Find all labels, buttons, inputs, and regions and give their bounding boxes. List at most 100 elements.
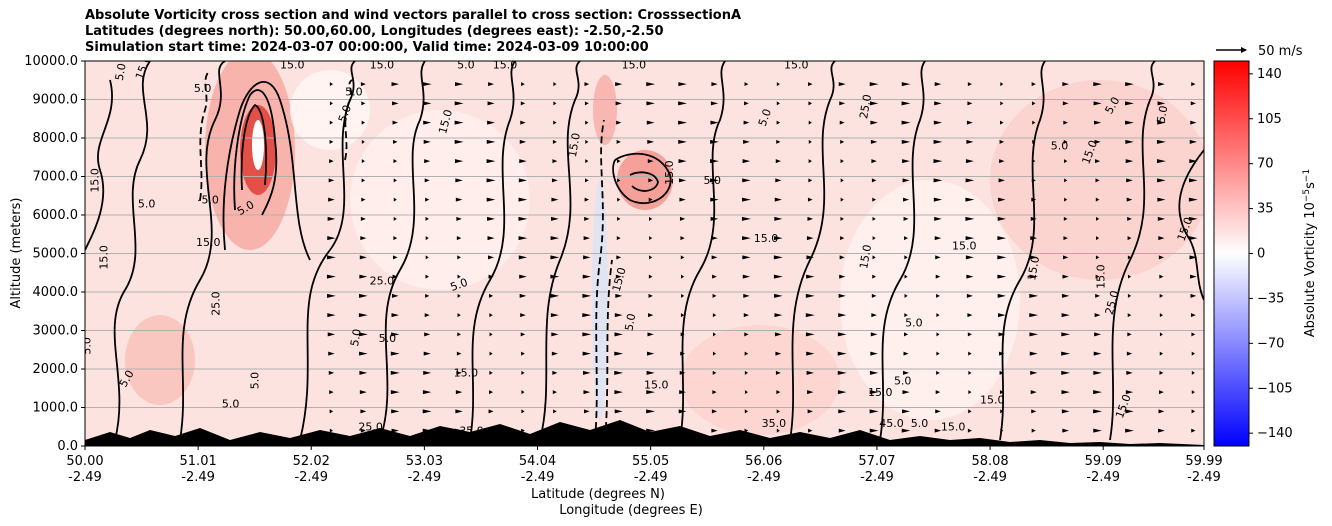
wind-vector bbox=[487, 216, 496, 221]
wind-vector bbox=[553, 409, 557, 414]
contour-label: 5.0 bbox=[1051, 140, 1069, 153]
wind-vector bbox=[486, 197, 496, 202]
wind-vector bbox=[329, 428, 333, 433]
wind-vector bbox=[550, 255, 560, 260]
wind-vector bbox=[904, 293, 908, 298]
wind-vector bbox=[521, 370, 525, 375]
wind-vector bbox=[454, 120, 464, 125]
contour-line bbox=[1178, 149, 1204, 301]
wind-vector bbox=[1064, 197, 1068, 202]
wind-vector bbox=[997, 274, 1007, 279]
wind-vector bbox=[1127, 313, 1132, 318]
wind-vector bbox=[1029, 255, 1038, 260]
wind-vector bbox=[614, 390, 624, 395]
wind-vector bbox=[649, 216, 653, 221]
field-blob bbox=[680, 325, 840, 435]
wind-vector bbox=[550, 313, 559, 318]
wind-vector bbox=[1189, 274, 1197, 279]
wind-vector bbox=[521, 390, 525, 395]
wind-vector bbox=[358, 313, 368, 318]
contour-line bbox=[469, 61, 516, 441]
y-tick-label: 5000.0 bbox=[33, 247, 79, 262]
contour-label: 5.0 bbox=[894, 374, 912, 387]
wind-vector bbox=[936, 351, 940, 356]
y-grid bbox=[85, 61, 1204, 446]
wind-vector bbox=[329, 409, 334, 414]
wind-vector bbox=[966, 139, 974, 144]
wind-vector bbox=[327, 255, 336, 260]
wind-vector bbox=[1095, 293, 1101, 298]
wind-vector bbox=[424, 159, 431, 164]
x-tick-label-lon: -2.49 bbox=[294, 470, 328, 485]
contour-label: 15.0 bbox=[610, 266, 629, 293]
wind-vector bbox=[679, 197, 686, 202]
wind-vector bbox=[1159, 351, 1164, 356]
field-blob-negative bbox=[592, 180, 608, 420]
wind-vector bbox=[776, 409, 781, 414]
field-blob bbox=[350, 110, 530, 290]
contour-line bbox=[379, 61, 426, 441]
colorbar-label-main: Absolute Vorticity 10 bbox=[1303, 202, 1318, 337]
wind-vector bbox=[838, 82, 846, 87]
wind-vector bbox=[1029, 293, 1039, 298]
wind-vector bbox=[329, 390, 334, 395]
wind-vector bbox=[711, 409, 718, 414]
wind-vector bbox=[965, 216, 975, 221]
wind-vector bbox=[1158, 428, 1165, 433]
wind-vector bbox=[776, 390, 781, 395]
wind-vector bbox=[1000, 82, 1004, 87]
wind-vector bbox=[327, 332, 336, 337]
wind-vector bbox=[838, 313, 847, 318]
wind-vector bbox=[680, 351, 685, 356]
wind-vector bbox=[680, 255, 685, 260]
wind-vector bbox=[1191, 390, 1195, 395]
wind-vector bbox=[551, 178, 558, 183]
x-tick-label-lat: 52.02 bbox=[293, 454, 330, 469]
wind-vector bbox=[712, 370, 717, 375]
wind-vector bbox=[1031, 178, 1036, 183]
wind-vector bbox=[646, 390, 656, 395]
wind-vector bbox=[902, 409, 911, 414]
chart-title-line-2: Latitudes (degrees north): 50.00,60.00, … bbox=[85, 24, 664, 39]
wind-vector bbox=[1000, 101, 1004, 106]
x-tick-label-lat: 58.08 bbox=[971, 454, 1008, 469]
contour-label: 15.0 bbox=[1025, 255, 1042, 281]
wind-vector bbox=[1158, 409, 1165, 414]
wind-vector bbox=[934, 428, 942, 433]
wind-vector bbox=[839, 274, 846, 279]
x-tick-label-lon: -2.49 bbox=[747, 470, 781, 485]
wind-vector bbox=[806, 370, 814, 375]
wind-vector bbox=[584, 101, 589, 106]
wind-vector bbox=[775, 351, 782, 356]
wind-vector bbox=[326, 274, 336, 279]
wind-vector bbox=[328, 178, 335, 183]
x-axis-label-lon: Longitude (degrees E) bbox=[559, 503, 703, 518]
wind-vector bbox=[1062, 101, 1069, 106]
contour-label: 5.0 bbox=[756, 107, 774, 128]
wind-vector bbox=[358, 332, 368, 337]
wind-vector bbox=[361, 178, 366, 183]
contour-label: 5.0 bbox=[249, 372, 262, 390]
negative-contour-line bbox=[594, 119, 605, 441]
wind-vector bbox=[933, 139, 943, 144]
wind-vector bbox=[776, 139, 781, 144]
colorbar-tick-label: −105 bbox=[1257, 381, 1293, 396]
wind-vector bbox=[806, 274, 815, 279]
wind-vector bbox=[585, 178, 589, 183]
wind-vector bbox=[934, 236, 942, 241]
wind-vector bbox=[808, 428, 813, 433]
wind-vector bbox=[744, 101, 749, 106]
x-tick-label-lon: -2.49 bbox=[521, 470, 555, 485]
wind-vector bbox=[393, 139, 398, 144]
x-tick-label-lon: -2.49 bbox=[634, 470, 668, 485]
wind-vector bbox=[1125, 82, 1134, 87]
x-tick-label-lat: 59.99 bbox=[1185, 454, 1222, 469]
wind-vector bbox=[552, 370, 558, 375]
wind-vector bbox=[1126, 197, 1133, 202]
wind-vector bbox=[712, 390, 717, 395]
contour-label: 5.0 bbox=[138, 197, 156, 210]
wind-vector bbox=[713, 332, 717, 337]
wind-vector bbox=[904, 313, 908, 318]
wind-vector bbox=[1189, 159, 1198, 164]
wind-vector bbox=[454, 159, 464, 164]
